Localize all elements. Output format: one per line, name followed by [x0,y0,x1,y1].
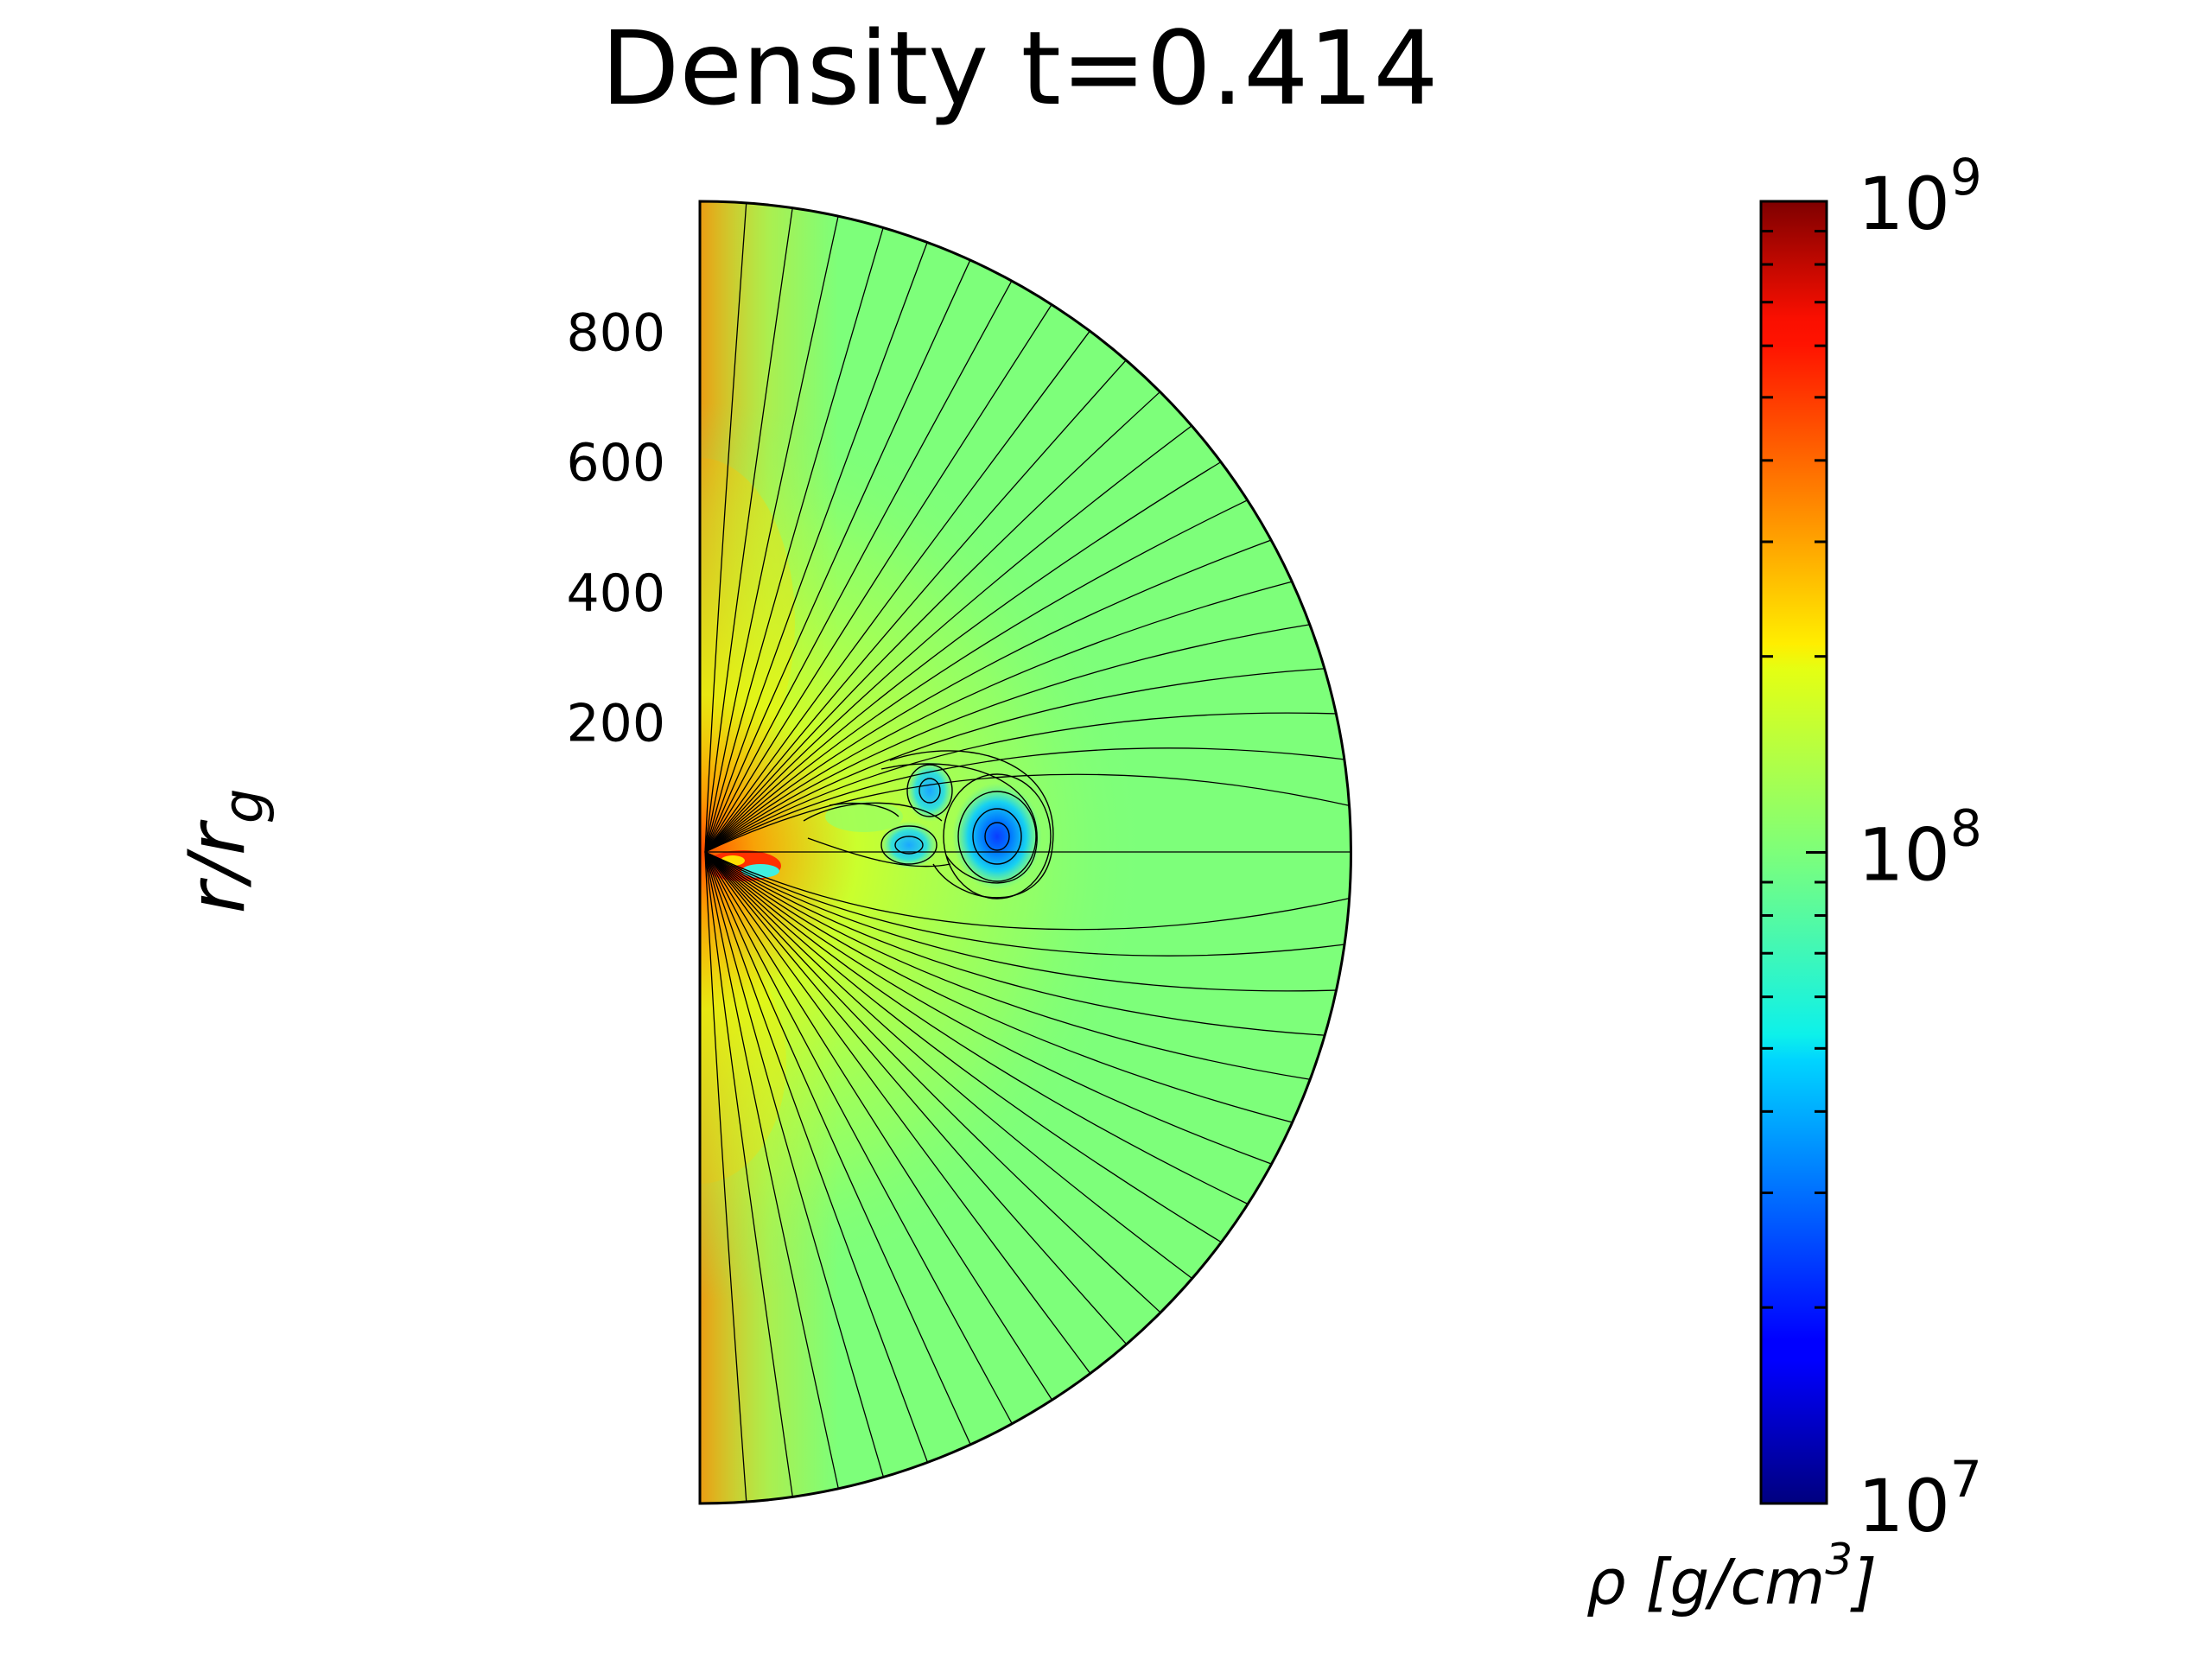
colorbar-minor-ticks [1761,229,1827,1309]
y-tick-label: 800 [566,303,665,364]
field-line [704,773,1350,853]
core-glow [700,403,1149,1301]
colorbar-tick-label: 109 [1858,148,1982,246]
field-line [704,461,1222,853]
field-lines [704,202,1351,1502]
vortex-main [952,783,1042,890]
domain-outline [698,200,1352,1505]
field-line [704,624,1310,853]
field-line [704,851,1192,1279]
field-line [704,668,1325,853]
colorbar-major-ticks: 107 108 109 [1806,148,1982,1548]
field-line [704,851,884,1477]
field-line [704,851,1325,1036]
field-line [704,359,1127,853]
field-line [704,425,1192,853]
field-line [704,851,1090,1374]
y-axis-ticks: 200 400 600 800 [566,303,665,754]
colorbar-tick-label: 107 [1858,1450,1982,1548]
field-line [704,851,1013,1424]
vortex-secondary [880,821,938,869]
field-line [704,851,1222,1243]
field-line [704,242,928,853]
field-line [704,851,793,1497]
field-line [704,216,839,853]
field-line [704,539,1272,853]
field-line [704,851,1293,1123]
colorbar: 107 108 109 [1759,148,1982,1548]
field-line [704,851,839,1488]
field-line [704,851,1344,957]
field-line [704,712,1336,853]
y-axis-label-main: r/r [172,819,263,913]
field-line [704,851,1248,1205]
vortex-filament [825,801,903,832]
field-line [704,851,1310,1080]
field-line [704,259,971,853]
colorbar-label: ρ [g/cm3] [1586,1535,1877,1618]
field-line [704,227,884,853]
field-line [704,330,1090,853]
density-field [700,201,1351,1503]
field-line [704,207,793,853]
y-tick-label: 600 [566,433,665,493]
field-line [704,851,1350,931]
field-line [704,581,1293,853]
field-line [704,851,747,1502]
field-line [704,851,1127,1344]
svg-text:r/rg: r/rg [172,789,276,914]
field-line [704,391,1160,853]
field-line [704,851,1272,1165]
field-line [704,851,971,1445]
y-tick-label: 400 [566,563,665,624]
field-line [704,280,1013,853]
vortex-contours [803,750,1054,899]
field-line [704,851,1160,1313]
y-axis-label: r/rg [172,789,276,914]
field-line [704,304,1052,853]
field-line [704,851,1336,992]
field-line [704,499,1248,853]
colorbar-tick-label: 108 [1858,799,1982,898]
field-line [704,851,1052,1400]
field-line [704,747,1344,853]
field-line [704,851,928,1462]
y-axis-label-sub: g [213,789,276,824]
field-line [704,202,747,853]
chart-title: Density t=0.414 [601,9,1438,128]
y-tick-label: 200 [566,693,665,753]
